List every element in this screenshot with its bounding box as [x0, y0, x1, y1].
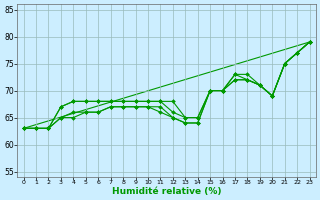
X-axis label: Humidité relative (%): Humidité relative (%) [112, 187, 221, 196]
